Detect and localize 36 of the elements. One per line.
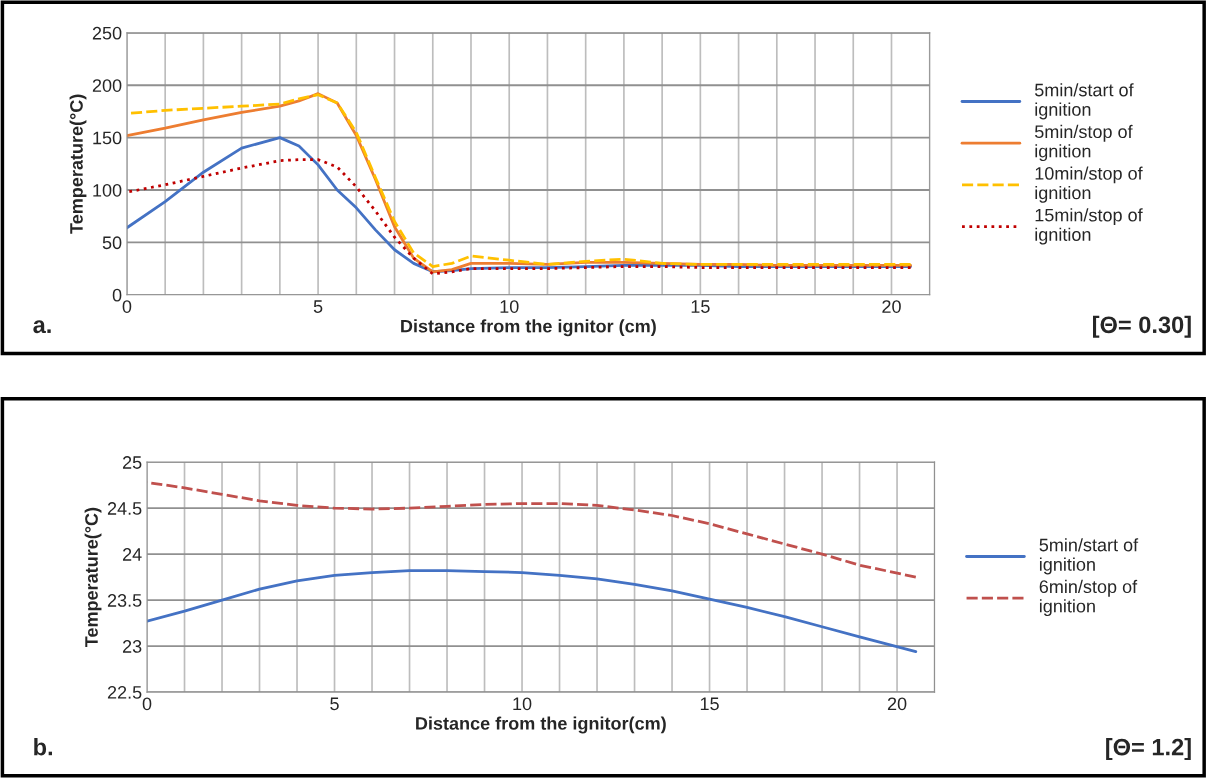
text: [Θ= 0.30] xyxy=(1093,315,1191,338)
x-tick-label: 0 xyxy=(142,697,152,711)
x-tick-label: 15 xyxy=(691,300,710,313)
y-tick-label: 250 xyxy=(92,26,122,40)
y-tick-label: 23.5 xyxy=(107,594,142,607)
line-series xyxy=(147,569,918,653)
x-tick-label: 15 xyxy=(700,697,719,711)
legend-label: 6min/stop of ignition xyxy=(1039,579,1138,617)
x-axis-title: Distance from the ignitor(cm) xyxy=(416,716,666,734)
x-tick-label: 20 xyxy=(887,697,907,711)
y-tick-label: 150 xyxy=(93,131,122,145)
x-tick-label: 10 xyxy=(500,300,519,313)
y-tick-label: 100 xyxy=(93,183,122,197)
x-tick-label: 5 xyxy=(330,697,339,711)
y-axis-title: Temperature(°C) xyxy=(84,507,102,648)
text: [Θ= 1.2] xyxy=(1106,738,1191,761)
x-tick-label: 5 xyxy=(313,300,323,313)
x-tick-label: 20 xyxy=(882,300,901,313)
legend-label: 5min/start of ignition xyxy=(1034,83,1134,120)
y-tick-label: 0 xyxy=(112,288,122,302)
legend-label: 5min/stop of ignition xyxy=(1034,124,1133,162)
legend-label: 5min/start of ignition xyxy=(1039,538,1139,575)
y-tick-label: 200 xyxy=(92,79,122,92)
y-axis-title: Temperature(°C) xyxy=(69,94,87,234)
y-tick-label: 24.5 xyxy=(107,502,142,515)
x-tick-label: 10 xyxy=(513,697,532,711)
y-tick-label: 23 xyxy=(122,640,142,653)
x-axis-title: Distance from the ignitor (cm) xyxy=(401,319,656,337)
y-tick-label: 24 xyxy=(122,548,142,561)
text: b. xyxy=(34,738,52,756)
y-tick-label: 25 xyxy=(122,456,142,469)
y-tick-label: 50 xyxy=(102,236,122,250)
y-tick-label: 22.5 xyxy=(107,686,142,699)
text: a. xyxy=(33,320,51,334)
legend-label: 15min/stop of ignition xyxy=(1035,208,1143,245)
legend-label: 10min/stop of ignition xyxy=(1035,166,1143,203)
